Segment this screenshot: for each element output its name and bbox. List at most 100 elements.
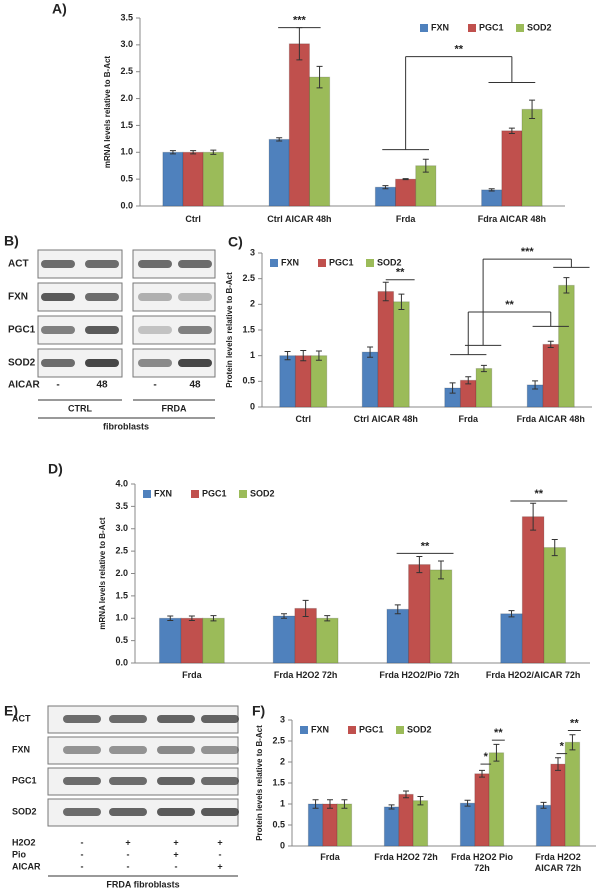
annotation-line (450, 311, 569, 356)
x-tick-label: Ctrl AICAR 48h (353, 414, 418, 424)
error-bar (276, 137, 283, 142)
error-bar (315, 350, 322, 361)
x-tick-label: Ctrl (185, 214, 201, 224)
blot-band (85, 359, 119, 367)
treatment-value: + (217, 861, 222, 871)
blot-band (138, 359, 172, 367)
legend-swatch (348, 726, 356, 734)
x-tick-label: Frda H2O2 AICAR 72h (534, 852, 582, 873)
annotation: ** (454, 44, 463, 56)
bar (288, 43, 310, 207)
legend-label: SOD2 (527, 22, 552, 32)
legend-label: SOD2 (377, 257, 402, 267)
legend-swatch (396, 726, 404, 734)
x-tick-label: Frda H2O2/Pio 72h (379, 670, 460, 680)
error-bar (188, 615, 195, 621)
legend-label: PGC1 (359, 724, 384, 734)
annotation: ** (570, 717, 579, 729)
error-bar (327, 799, 333, 809)
y-tick-label: 1 (280, 798, 285, 808)
blot-band (109, 808, 147, 816)
x-tick-label-box: Frda H2O2/AICAR 72h (485, 670, 581, 680)
panel-label: B) (4, 233, 19, 249)
error-bar (416, 555, 423, 574)
x-tick-label: Frda H2O2/AICAR 72h (485, 670, 581, 680)
annotation: ** (505, 299, 514, 311)
x-tick-label-box: Frda AICAR 48h (517, 414, 585, 424)
annotation-line (464, 258, 590, 346)
bar (202, 617, 225, 664)
legend-label: FXN (281, 257, 299, 267)
y-tick-label: 0.5 (242, 376, 255, 386)
error-bar (540, 801, 547, 809)
legend-label: FXN (311, 724, 329, 734)
blot-frame (132, 282, 216, 312)
treatment-label: H2O2 (12, 837, 36, 847)
x-tick-label: Frda (458, 414, 478, 424)
legend-label: PGC1 (202, 488, 227, 498)
error-bar (300, 350, 307, 362)
error-bar (312, 799, 319, 809)
legend-swatch (516, 24, 524, 32)
error-bar (281, 613, 288, 619)
error-bar (210, 149, 217, 155)
legend-swatch (143, 490, 151, 498)
y-tick-label: 0.0 (115, 657, 128, 667)
x-tick-label-box: Frda (458, 414, 478, 424)
legend-label: FXN (431, 22, 449, 32)
y-tick-label: 3.0 (115, 523, 128, 533)
blot-band (85, 326, 119, 334)
error-bar (563, 277, 570, 294)
annotation: *** (521, 246, 535, 258)
bar (459, 802, 476, 847)
group-label: CTRL (68, 403, 92, 413)
error-bar (398, 293, 405, 310)
y-axis-label: Protein levels relative to B-Act (255, 725, 264, 841)
error-bar (480, 364, 487, 373)
blot-band (178, 359, 212, 367)
error-bar (422, 158, 429, 173)
bar (307, 803, 324, 847)
x-tick-label-box: Frda H2O2/Pio 72h (379, 670, 460, 680)
error-bar (169, 150, 176, 155)
y-tick-label: 4.0 (115, 478, 128, 488)
y-tick-label: 2.0 (120, 93, 133, 103)
error-bar (547, 340, 554, 348)
error-bar (382, 185, 389, 190)
treatment-value: + (125, 837, 130, 847)
bar (377, 291, 395, 408)
y-axis-label: mRNA levels relative to B-Act (103, 56, 112, 169)
error-bar (284, 351, 291, 361)
error-bar (529, 99, 536, 119)
annotation: ** (535, 488, 544, 500)
y-tick-label: 0 (280, 840, 285, 850)
error-bar (167, 615, 174, 621)
y-tick-label: 3.5 (115, 501, 128, 511)
blot-band (109, 777, 147, 785)
blot-caption: FRDA fibroblasts (106, 879, 179, 889)
y-tick-label: 2.5 (115, 546, 128, 556)
annotation: * (560, 741, 565, 753)
x-tick-label: Frda H2O2 72h (273, 670, 338, 680)
blot-band (201, 808, 239, 816)
x-tick-label-box: Frda (396, 214, 416, 224)
bar (395, 178, 417, 207)
bar (383, 806, 400, 847)
bar (310, 355, 328, 408)
x-tick-label-box: Frda (320, 852, 340, 862)
blot-band (63, 808, 101, 816)
treatment-label: Pio (12, 849, 27, 859)
y-tick-label: 0.5 (272, 819, 285, 829)
x-tick-label-box: Frda H2O2 Pio 72h (451, 852, 513, 873)
error-bar (569, 734, 576, 751)
error-bar (464, 799, 471, 807)
error-bar (388, 804, 395, 810)
blot-band (41, 359, 75, 367)
bar (535, 804, 552, 847)
x-tick-label: Fdra AICAR 48h (477, 214, 546, 224)
error-bar (382, 281, 389, 302)
legend-swatch (191, 490, 199, 498)
panel-label: D) (48, 461, 63, 477)
error-bar (508, 127, 515, 134)
error-bar (508, 610, 515, 618)
